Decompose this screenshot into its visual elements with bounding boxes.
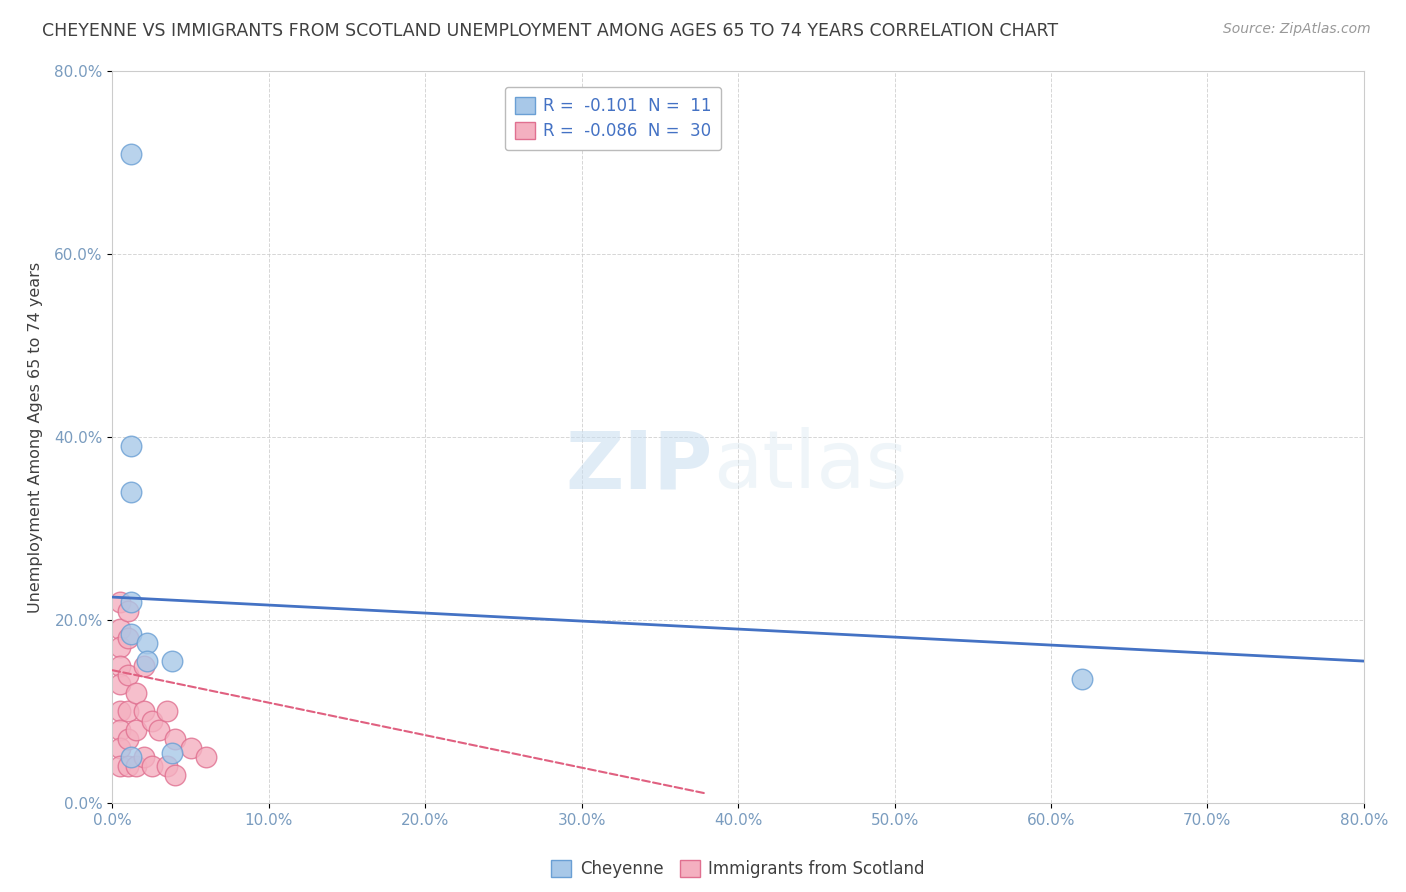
Point bbox=[110, 640, 132, 655]
Point bbox=[117, 632, 139, 646]
Point bbox=[141, 714, 163, 728]
Point bbox=[120, 626, 142, 640]
Point bbox=[110, 759, 132, 773]
Text: Source: ZipAtlas.com: Source: ZipAtlas.com bbox=[1223, 22, 1371, 37]
Point bbox=[117, 705, 139, 719]
Point bbox=[110, 622, 132, 636]
Point bbox=[125, 723, 148, 737]
Point bbox=[163, 731, 186, 746]
Point bbox=[120, 439, 142, 453]
Point bbox=[160, 654, 183, 668]
Point bbox=[195, 750, 218, 764]
Point bbox=[1071, 673, 1094, 687]
Point bbox=[120, 146, 142, 161]
Point bbox=[117, 667, 139, 681]
Point bbox=[125, 686, 148, 700]
Text: atlas: atlas bbox=[713, 427, 907, 506]
Point bbox=[110, 594, 132, 608]
Text: CHEYENNE VS IMMIGRANTS FROM SCOTLAND UNEMPLOYMENT AMONG AGES 65 TO 74 YEARS CORR: CHEYENNE VS IMMIGRANTS FROM SCOTLAND UNE… bbox=[42, 22, 1059, 40]
Point bbox=[110, 658, 132, 673]
Point bbox=[120, 750, 142, 764]
Point bbox=[148, 723, 170, 737]
Text: ZIP: ZIP bbox=[565, 427, 713, 506]
Point bbox=[132, 750, 155, 764]
Point bbox=[163, 768, 186, 782]
Point bbox=[120, 485, 142, 500]
Point bbox=[141, 759, 163, 773]
Point bbox=[135, 654, 157, 668]
Point bbox=[132, 705, 155, 719]
Legend: Cheyenne, Immigrants from Scotland: Cheyenne, Immigrants from Scotland bbox=[543, 851, 934, 886]
Point bbox=[110, 705, 132, 719]
Point bbox=[156, 705, 179, 719]
Point bbox=[117, 731, 139, 746]
Point bbox=[120, 594, 142, 608]
Point bbox=[160, 746, 183, 760]
Point bbox=[110, 740, 132, 755]
Point bbox=[135, 636, 157, 650]
Point bbox=[110, 677, 132, 691]
Point bbox=[117, 604, 139, 618]
Point bbox=[117, 759, 139, 773]
Point bbox=[132, 658, 155, 673]
Point bbox=[156, 759, 179, 773]
Point bbox=[125, 759, 148, 773]
Point bbox=[110, 723, 132, 737]
Y-axis label: Unemployment Among Ages 65 to 74 years: Unemployment Among Ages 65 to 74 years bbox=[28, 261, 44, 613]
Point bbox=[180, 740, 202, 755]
